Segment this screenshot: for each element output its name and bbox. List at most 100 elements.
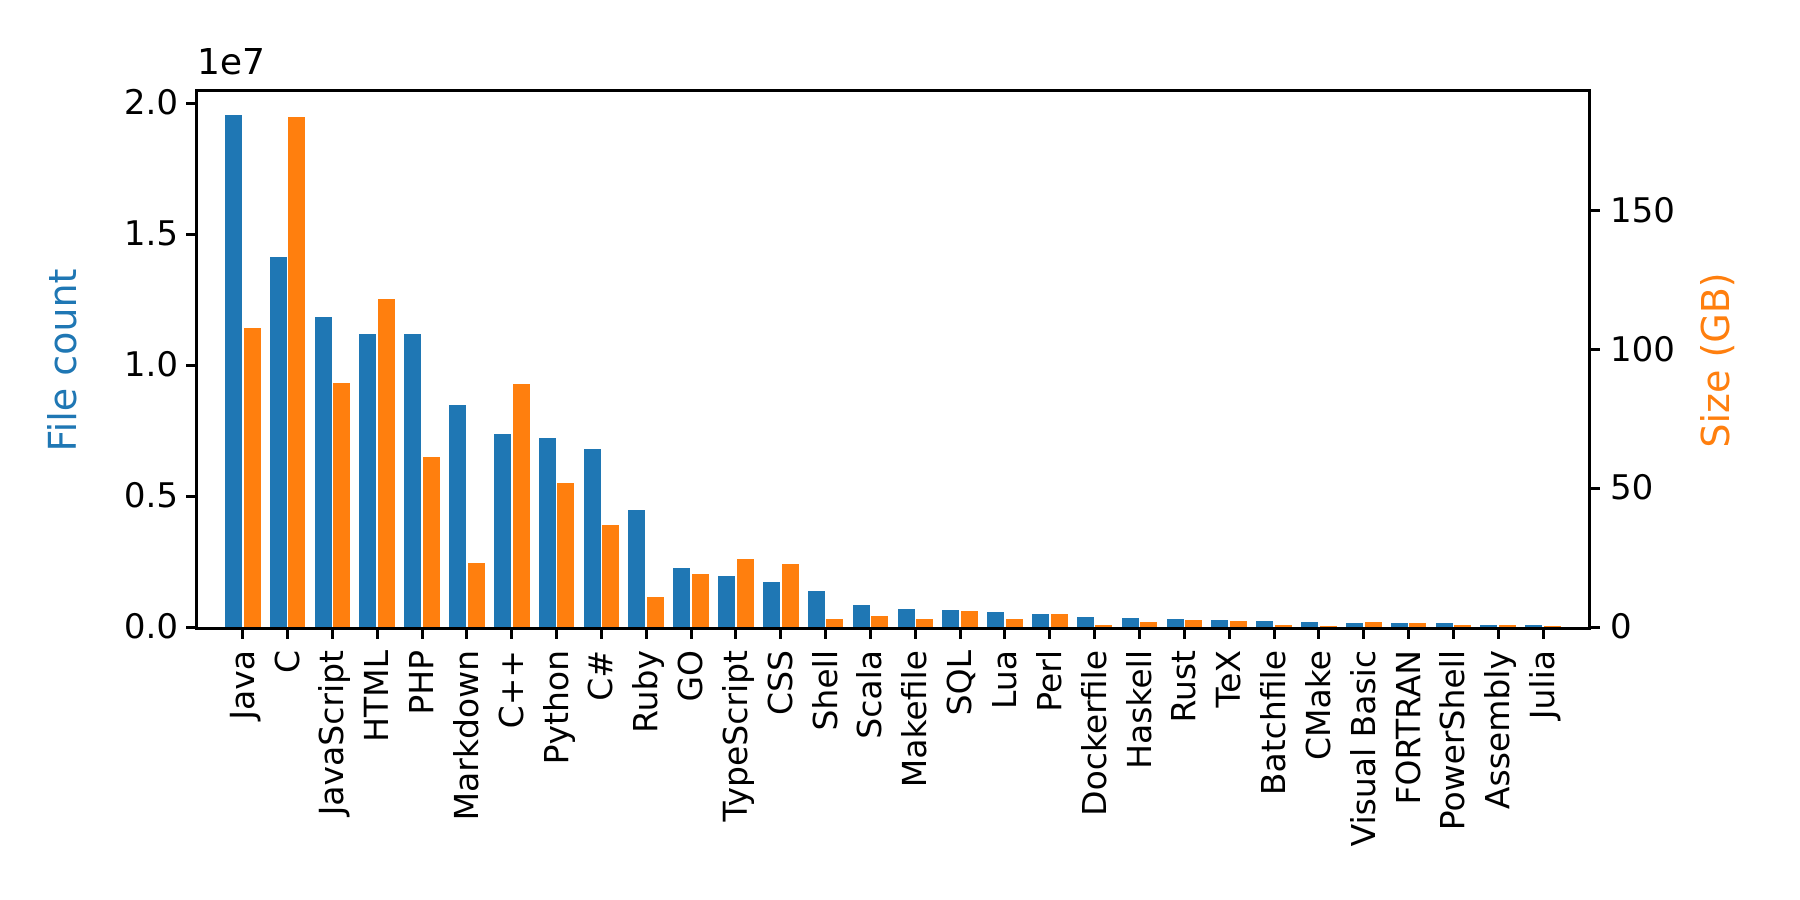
left-tick-label-0.0: 0.0	[123, 607, 178, 647]
bar-count-sql	[942, 609, 960, 627]
left-tick-label-1.5: 1.5	[123, 214, 178, 255]
bar-size-makefile	[916, 618, 934, 627]
bar-count-haskell	[1121, 618, 1139, 627]
bar-size-java	[243, 328, 261, 627]
bar-count-tex	[1211, 620, 1229, 627]
x-tick-label-dockerfile: Dockerfile	[1074, 650, 1114, 816]
x-tick-shell	[824, 627, 828, 639]
bars-layer	[198, 92, 1588, 627]
bar-size-ruby	[647, 596, 665, 627]
plot-area-border	[195, 89, 1591, 630]
bar-size-julia	[1543, 626, 1561, 627]
left-tick-0.5	[186, 494, 198, 498]
x-tick-label-markdown: Markdown	[446, 650, 486, 821]
bar-count-dockerfile	[1076, 617, 1094, 627]
x-tick-label-html: HTML	[357, 650, 397, 742]
x-tick-markdown	[465, 627, 469, 639]
x-tick-lua	[1003, 627, 1007, 639]
left-tick-0.0	[186, 625, 198, 629]
bar-size-haskell	[1140, 621, 1158, 627]
x-tick-label-assembly: Assembly	[1478, 650, 1518, 810]
x-tick-ruby	[644, 627, 648, 639]
x-tick-typescript	[734, 627, 738, 639]
bar-count-go	[673, 567, 691, 627]
x-tick-label-rust: Rust	[1164, 650, 1204, 723]
x-tick-label-batchfile: Batchfile	[1254, 650, 1294, 796]
x-tick-label-julia: Julia	[1523, 650, 1563, 720]
x-tick-c-	[599, 627, 603, 639]
x-tick-label-css: CSS	[760, 650, 800, 715]
bar-size-dockerfile	[1095, 625, 1113, 627]
bar-count-javascript	[314, 317, 332, 627]
bar-count-batchfile	[1256, 620, 1274, 627]
left-tick-label-0.5: 0.5	[123, 476, 178, 517]
bar-size-typescript	[736, 558, 754, 627]
x-tick-label-makefile: Makefile	[895, 650, 935, 788]
right-tick-50	[1588, 486, 1600, 490]
left-axis-title: File count	[41, 268, 85, 451]
x-tick-label-java: Java	[222, 650, 262, 720]
x-tick-label-shell: Shell	[805, 650, 845, 731]
bar-count-java	[224, 115, 242, 627]
left-tick-1.5	[186, 232, 198, 236]
x-tick-label-perl: Perl	[1029, 650, 1069, 712]
bar-count-markdown	[449, 405, 467, 627]
right-tick-label-0: 0	[1610, 607, 1632, 647]
bar-size-perl	[1050, 613, 1068, 627]
bar-size-c-	[512, 383, 530, 627]
bar-count-julia	[1525, 625, 1543, 627]
bar-count-shell	[807, 590, 825, 627]
x-tick-label-lua: Lua	[984, 650, 1024, 709]
x-tick-label-c-: C#	[581, 650, 621, 701]
right-tick-0	[1588, 625, 1600, 629]
x-tick-label-cmake: CMake	[1298, 650, 1338, 760]
bar-count-html	[359, 334, 377, 627]
bar-size-batchfile	[1274, 625, 1292, 627]
bar-count-visual-basic	[1345, 622, 1363, 627]
x-tick-powershell	[1451, 627, 1455, 639]
bar-count-ruby	[628, 509, 646, 627]
bar-size-markdown	[467, 562, 485, 627]
x-tick-php	[420, 627, 424, 639]
x-tick-assembly	[1496, 627, 1500, 639]
x-tick-julia	[1541, 627, 1545, 639]
bar-size-c	[288, 117, 306, 627]
x-tick-tex	[1227, 627, 1231, 639]
right-tick-label-100: 100	[1610, 329, 1675, 370]
bar-size-lua	[1005, 619, 1023, 627]
bar-size-shell	[826, 618, 844, 627]
bar-count-perl	[1032, 613, 1050, 627]
bar-size-css	[781, 564, 799, 627]
bar-count-python	[538, 437, 556, 627]
x-tick-sql	[958, 627, 962, 639]
x-tick-label-javascript: JavaScript	[312, 650, 352, 816]
bar-count-makefile	[897, 609, 915, 627]
x-tick-label-powershell: PowerShell	[1433, 650, 1473, 831]
bar-size-javascript	[333, 383, 351, 627]
bar-size-cmake	[1319, 625, 1337, 627]
bar-size-php	[422, 456, 440, 627]
right-tick-100	[1588, 348, 1600, 352]
left-tick-1.0	[186, 363, 198, 367]
left-tick-label-2.0: 2.0	[123, 83, 178, 124]
left-tick-2.0	[186, 101, 198, 105]
x-tick-label-ruby: Ruby	[626, 650, 666, 733]
x-tick-c-	[510, 627, 514, 639]
x-tick-java	[241, 627, 245, 639]
bar-count-cmake	[1301, 622, 1319, 627]
bar-size-scala	[871, 616, 889, 627]
x-tick-visual-basic	[1362, 627, 1366, 639]
bar-count-scala	[852, 605, 870, 627]
x-tick-label-sql: SQL	[940, 650, 980, 716]
bar-size-powershell	[1454, 625, 1472, 627]
x-tick-css	[779, 627, 783, 639]
bar-count-lua	[987, 611, 1005, 627]
x-tick-cmake	[1317, 627, 1321, 639]
bar-size-rust	[1185, 619, 1203, 627]
left-tick-label-1.0: 1.0	[123, 345, 178, 386]
x-tick-rust	[1182, 627, 1186, 639]
bar-size-tex	[1229, 621, 1247, 627]
right-tick-label-150: 150	[1610, 190, 1675, 231]
x-tick-label-scala: Scala	[850, 650, 890, 739]
